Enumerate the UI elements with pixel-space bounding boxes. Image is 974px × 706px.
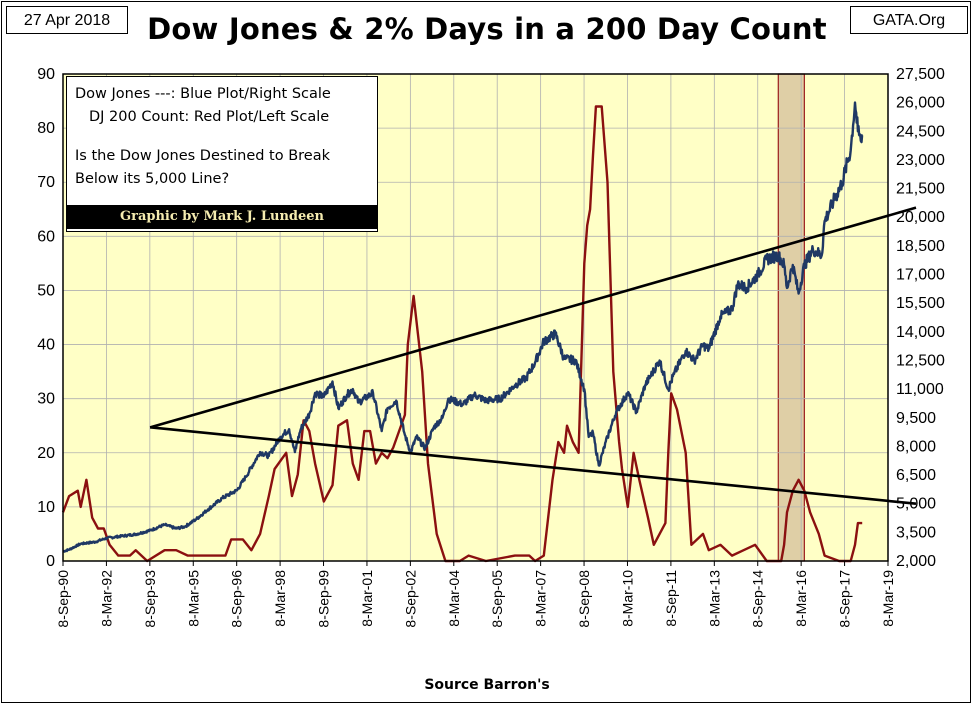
dow-series-line bbox=[62, 101, 864, 553]
x-axis: 8-Sep-90 8-Mar-92 8-Sep-93 8-Mar-95 8-Sep-96… bbox=[55, 561, 896, 628]
count-series-line bbox=[61, 105, 863, 563]
right-tick-label: 15,500 bbox=[896, 295, 945, 312]
x-tick-label: 8-Mar-13 bbox=[706, 570, 722, 627]
x-tick-label: 8-Mar-16 bbox=[793, 570, 809, 627]
x-tick-label: 8-Mar-95 bbox=[185, 570, 201, 627]
right-tick-label: 8,000 bbox=[896, 438, 936, 455]
x-tick-label: 8-Sep-93 bbox=[142, 570, 158, 628]
x-tick-label: 8-Sep-08 bbox=[576, 570, 592, 628]
right-tick-label: 20,000 bbox=[896, 209, 945, 226]
x-tick-label: 8-Mar-98 bbox=[272, 570, 288, 627]
right-tick-label: 27,500 bbox=[896, 66, 945, 83]
left-tick-label: 40 bbox=[37, 337, 55, 354]
count-series-layer bbox=[61, 105, 863, 563]
x-tick-label: 8-Sep-99 bbox=[316, 570, 332, 628]
legend-count-text: DJ 200 Count: Red Plot/Left Scale bbox=[89, 109, 330, 125]
lower-trend-line bbox=[150, 426, 917, 505]
right-tick-label: 24,500 bbox=[896, 123, 945, 140]
x-tick-label: 8-Sep-11 bbox=[663, 570, 679, 627]
right-tick-label: 14,000 bbox=[896, 324, 945, 341]
legend-dow-text: Dow Jones ---: Blue Plot/Right Scale bbox=[75, 86, 331, 102]
right-tick-label: 17,000 bbox=[896, 267, 945, 284]
x-tick-label: 8-Mar-01 bbox=[359, 570, 375, 627]
dow-series-layer bbox=[62, 101, 864, 553]
x-tick-label: 8-Mar-10 bbox=[619, 570, 635, 627]
x-tick-label: 8-Sep-02 bbox=[402, 570, 418, 628]
left-tick-label: 10 bbox=[37, 499, 55, 516]
x-tick-label: 8-Mar-19 bbox=[880, 570, 896, 627]
right-tick-label: 3,500 bbox=[896, 524, 936, 541]
left-tick-label: 50 bbox=[37, 282, 55, 299]
x-tick-label: 8-Sep-14 bbox=[750, 570, 766, 628]
right-tick-label: 23,000 bbox=[896, 152, 945, 169]
x-tick-label: 8-Sep-17 bbox=[837, 570, 853, 628]
upper-trend-line bbox=[149, 206, 917, 429]
date-label: 27 Apr 2018 bbox=[6, 6, 128, 34]
right-tick-label: 12,500 bbox=[896, 352, 945, 369]
x-tick-label: 8-Mar-04 bbox=[446, 570, 462, 627]
shaded-region bbox=[777, 73, 805, 562]
left-axis: 0 10 20 30 40 50 60 70 80 90 bbox=[37, 66, 55, 570]
legend-question-line2: Below its 5,000 Line? bbox=[75, 171, 230, 187]
right-tick-label: 18,500 bbox=[896, 238, 945, 255]
source-label: Source Barron's bbox=[424, 677, 550, 693]
left-tick-label: 70 bbox=[37, 174, 55, 191]
right-tick-label: 5,000 bbox=[896, 496, 936, 513]
legend-question-line1: Is the Dow Jones Destined to Break bbox=[75, 148, 331, 164]
left-tick-label: 30 bbox=[37, 391, 55, 408]
left-tick-label: 60 bbox=[37, 228, 55, 245]
right-tick-label: 6,500 bbox=[896, 467, 936, 484]
x-tick-label: 8-Sep-05 bbox=[489, 570, 505, 628]
brand-label: GATA.Org bbox=[850, 6, 968, 34]
plot-border bbox=[62, 73, 889, 562]
left-tick-label: 80 bbox=[37, 120, 55, 137]
shaded-region-layer bbox=[777, 73, 805, 562]
right-tick-label: 26,000 bbox=[896, 95, 945, 112]
right-tick-label: 2,000 bbox=[896, 553, 936, 570]
x-tick-label: 8-Mar-92 bbox=[98, 570, 114, 627]
left-tick-label: 90 bbox=[37, 66, 55, 83]
x-tick-label: 8-Mar-07 bbox=[533, 570, 549, 627]
x-tick-label: 8-Sep-96 bbox=[229, 570, 245, 628]
left-tick-label: 20 bbox=[37, 445, 55, 462]
left-tick-label: 0 bbox=[46, 553, 55, 570]
trend-lines-layer bbox=[149, 206, 917, 505]
x-tick-label: 8-Sep-90 bbox=[55, 570, 71, 628]
right-axis: 2,000 3,500 5,000 6,500 8,000 9,500 11,000 12,5… bbox=[896, 66, 945, 570]
right-tick-label: 21,500 bbox=[896, 181, 945, 198]
legend-box: Dow Jones ---: Blue Plot/Right Scale DJ … bbox=[66, 76, 378, 232]
right-tick-label: 9,500 bbox=[896, 410, 936, 427]
credit-banner: Graphic by Mark J. Lundeen bbox=[67, 205, 377, 229]
right-tick-label: 11,000 bbox=[896, 381, 944, 398]
chart-title: Dow Jones & 2% Days in a 200 Day Count bbox=[147, 12, 827, 46]
